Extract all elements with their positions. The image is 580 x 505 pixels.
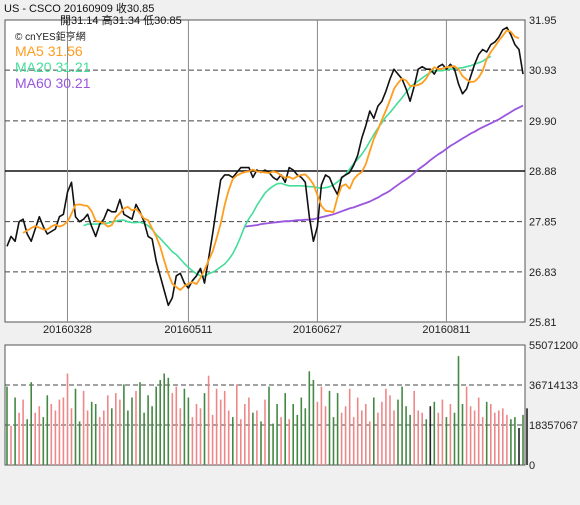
volume-tick-label: 18357067 [529,420,578,432]
legend-ma20: MA20 31.21 [15,59,91,75]
price-tick-label: 26.83 [529,267,557,279]
legend: MA5 31.56 MA20 31.21 MA60 30.21 [15,43,91,91]
header-line-1: US - CSCO 20160909 收30.85 [4,1,154,15]
volume-tick-label: 0 [529,460,535,472]
date-tick-label: 20160627 [293,324,342,336]
header-line-2: 開31.14 高31.34 低30.85 [60,13,182,27]
volume-tick-label: 36714133 [529,380,578,392]
price-tick-label: 31.95 [529,15,557,27]
date-tick-label: 20160328 [43,324,92,336]
date-tick-label: 20160811 [422,324,470,336]
volume-bars [6,356,528,465]
legend-ma60: MA60 30.21 [15,75,91,91]
axis-labels: 31.95 30.93 29.90 28.88 27.85 26.83 25.81 20160… [43,15,578,472]
price-tick-label: 30.93 [529,65,557,77]
series-ma60 [244,104,524,228]
legend-ma5: MA5 31.56 [15,43,83,59]
price-tick-label: 29.90 [529,116,557,128]
price-tick-label: 28.88 [529,166,557,178]
series-ma5 [22,29,520,291]
volume-tick-label: 55071200 [529,340,578,352]
price-tick-label: 25.81 [529,317,557,329]
price-lines [6,26,524,307]
date-tick-label: 20160511 [164,324,212,336]
watermark: © cnYES鉅亨網 [15,30,86,43]
price-tick-label: 27.85 [529,217,557,229]
